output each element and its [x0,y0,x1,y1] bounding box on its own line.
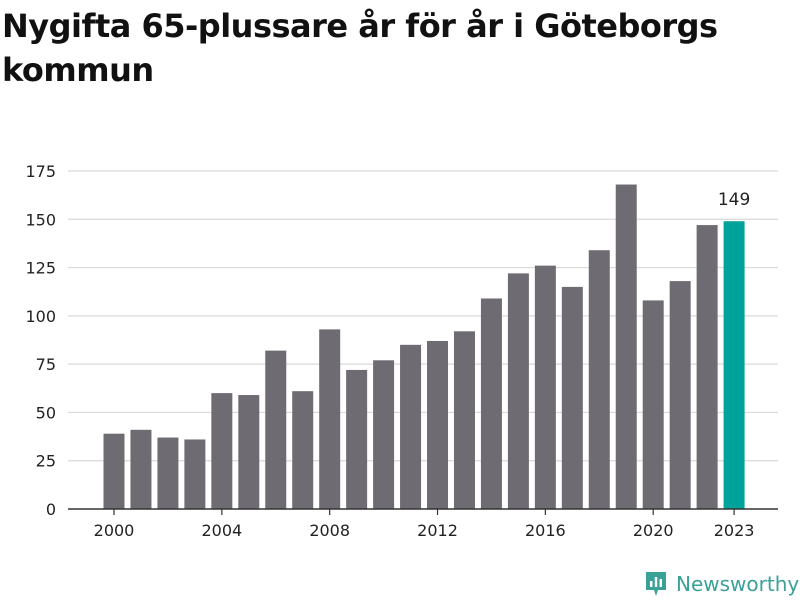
bar [588,250,610,509]
x-tick-label: 2008 [309,521,350,540]
bar [184,439,206,509]
x-tick-label: 2020 [633,521,674,540]
bar [238,395,260,509]
bar [319,329,341,509]
y-tick-label: 25 [36,452,56,471]
x-tick-label: 2016 [525,521,566,540]
bar [507,273,529,509]
bar [265,350,287,509]
bar [103,433,125,509]
bar [534,265,556,509]
x-tick-label: 2012 [417,521,458,540]
bar [723,221,745,509]
y-tick-label: 150 [25,210,56,229]
y-tick-label: 75 [36,355,56,374]
bar [642,300,664,509]
y-tick-label: 50 [36,403,56,422]
bar [346,369,368,509]
bar [615,184,637,509]
y-tick-label: 100 [25,307,56,326]
bar [561,286,583,509]
newsworthy-icon [646,572,666,596]
bar [292,391,314,509]
y-tick-label: 175 [25,162,56,181]
x-tick-label: 2023 [714,521,755,540]
x-tick-label: 2000 [94,521,135,540]
bar [669,281,691,509]
bar [480,298,502,509]
bar [696,225,718,509]
y-tick-label: 125 [25,259,56,278]
bar [157,437,179,509]
newsworthy-logo: Newsworthy [644,568,799,600]
chart-title: Nygifta 65-plussare år för år i Göteborg… [2,7,718,89]
bar [453,331,475,509]
bar [373,360,395,509]
x-tick-label: 2004 [201,521,242,540]
bar [130,429,152,509]
bar [211,393,233,509]
y-tick-label: 0 [46,500,56,519]
brand-name: Newsworthy [676,572,800,596]
data-label: 149 [718,190,750,210]
bar [400,344,422,509]
bar [427,340,449,509]
